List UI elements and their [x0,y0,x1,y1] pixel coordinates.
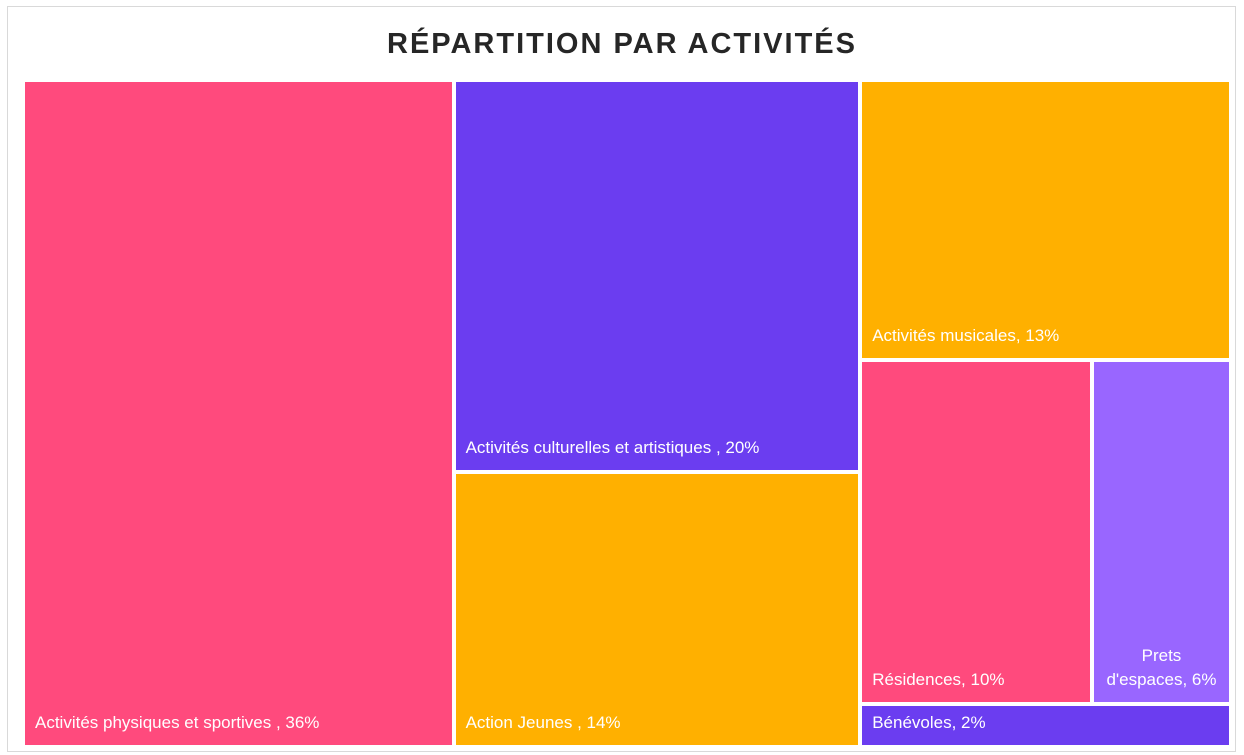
tile-label: Prets d'espaces, 6% [1106,645,1217,689]
tile-label: Activités culturelles et artistiques , 2… [465,438,760,458]
treemap-tile: Bénévoles, 2% [862,705,1229,745]
chart-frame [7,6,1236,752]
tile-label: Résidences, 10% [872,669,1005,689]
tile-label: Action Jeunes , 14% [465,712,621,732]
treemap-tile: Activités culturelles et artistiques , 2… [455,82,859,471]
treemap-tile: Prets d'espaces, 6% [1093,361,1229,702]
tile-label: Activités musicales, 13% [872,325,1060,345]
tile-label: Activités physiques et sportives , 36% [35,713,320,732]
treemap-tile: Résidences, 10% [862,361,1090,702]
chart-title: RÉPARTITION PAR ACTIVITÉS [387,28,857,60]
tile-label: Bénévoles, 2% [872,712,986,732]
treemap-tile: Action Jeunes , 14% [455,474,859,745]
treemap-tile: Activités physiques et sportives , 36% [25,82,452,745]
treemap-tile: Activités musicales, 13% [862,82,1229,358]
